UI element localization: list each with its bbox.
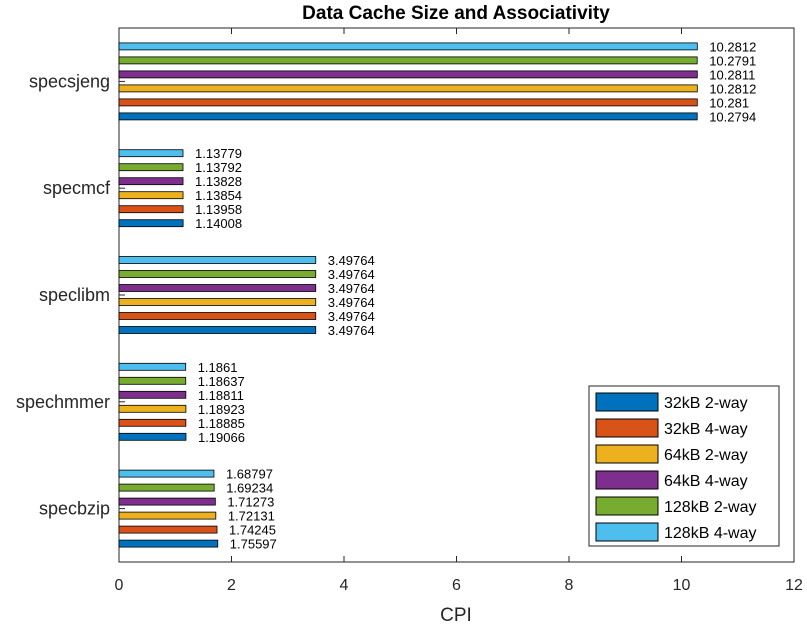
bar-specmcf-128kb-2-way xyxy=(118,163,184,172)
legend-swatch-64kb-2-way xyxy=(595,444,659,464)
bar-specsjeng-64kb-4-way xyxy=(118,70,698,79)
bar-spechmmer-64kb-4-way xyxy=(118,390,187,399)
value-label-specsjeng-64kb-4-way: 10.2811 xyxy=(709,67,755,82)
y-tick-label-specbzip: specbzip xyxy=(39,499,110,519)
y-tick-label-speclibm: speclibm xyxy=(39,285,110,305)
value-label-specmcf-32kb-4-way: 1.13958 xyxy=(195,202,242,217)
bar-specsjeng-128kb-2-way xyxy=(118,56,698,65)
bar-spechmmer-128kb-2-way xyxy=(118,376,187,385)
legend: 32kB 2-way 32kB 4-way 64kB 2-way 64kB 4-way… xyxy=(588,385,780,547)
bar-speclibm-64kb-4-way xyxy=(118,284,317,292)
value-label-specbzip-32kb-2-way: 1.75597 xyxy=(230,537,277,552)
x-tick-label: 6 xyxy=(452,577,461,594)
y-tick-label-spechmmer: spechmmer xyxy=(16,392,110,412)
value-label-specmcf-32kb-2-way: 1.14008 xyxy=(195,216,242,231)
value-label-spechmmer-64kb-4-way: 1.18811 xyxy=(198,388,244,403)
legend-label-128kb-2-way: 128kB 2-way xyxy=(664,499,757,516)
bar-spechmmer-128kb-4-way xyxy=(118,362,187,371)
bar-specsjeng-32kb-4-way xyxy=(118,98,698,107)
legend-swatch-128kb-2-way xyxy=(595,496,659,516)
legend-swatch-32kb-2-way xyxy=(595,392,659,412)
value-label-speclibm-32kb-4-way: 3.49764 xyxy=(328,309,375,324)
value-label-speclibm-64kb-2-way: 3.49764 xyxy=(328,295,375,310)
bar-spechmmer-32kb-4-way xyxy=(118,418,187,427)
value-label-specsjeng-32kb-4-way: 10.281 xyxy=(709,95,749,110)
x-tick-label: 12 xyxy=(785,577,803,594)
value-label-speclibm-128kb-2-way: 3.49764 xyxy=(328,267,375,282)
value-label-specsjeng-64kb-2-way: 10.2812 xyxy=(709,81,756,96)
value-label-specmcf-64kb-4-way: 1.13828 xyxy=(195,174,242,189)
bar-specbzip-128kb-2-way xyxy=(118,483,215,492)
bar-speclibm-64kb-2-way xyxy=(118,298,317,306)
bar-spechmmer-64kb-2-way xyxy=(118,404,187,413)
legend-swatch-64kb-4-way xyxy=(595,470,659,490)
bar-specsjeng-32kb-2-way xyxy=(118,112,698,121)
x-tick-label: 10 xyxy=(673,577,691,594)
value-label-specbzip-64kb-2-way: 1.72131 xyxy=(228,509,275,524)
bar-spechmmer-32kb-2-way xyxy=(118,432,187,441)
legend-box xyxy=(588,385,780,547)
value-label-specbzip-128kb-4-way: 1.68797 xyxy=(226,467,273,482)
axis-ticks: specbzip spechmmer speclibm specmcf specsjen… xyxy=(16,28,803,594)
x-axis-label: CPI xyxy=(440,605,472,626)
value-label-spechmmer-32kb-2-way: 1.19066 xyxy=(198,430,245,445)
bar-specbzip-32kb-2-way xyxy=(118,539,219,548)
value-label-specsjeng-128kb-2-way: 10.2791 xyxy=(709,53,756,68)
bar-specbzip-128kb-4-way xyxy=(118,469,215,478)
bar-specbzip-32kb-4-way xyxy=(118,525,218,534)
value-label-spechmmer-64kb-2-way: 1.18923 xyxy=(198,402,245,417)
legend-label-64kb-2-way: 64kB 2-way xyxy=(664,447,748,464)
x-tick-label: 8 xyxy=(565,577,574,594)
value-label-spechmmer-32kb-4-way: 1.18885 xyxy=(198,416,245,431)
bar-specmcf-64kb-2-way xyxy=(118,191,184,200)
x-tick-label: 2 xyxy=(227,577,236,594)
value-label-specmcf-128kb-2-way: 1.13792 xyxy=(195,160,242,175)
value-label-specmcf-64kb-2-way: 1.13854 xyxy=(195,188,242,203)
value-label-speclibm-128kb-4-way: 3.49764 xyxy=(328,253,375,268)
value-label-speclibm-64kb-4-way: 3.49764 xyxy=(328,281,375,296)
x-tick-label: 4 xyxy=(340,577,349,594)
bar-speclibm-32kb-4-way xyxy=(118,312,317,320)
bar-specsjeng-64kb-2-way xyxy=(118,84,698,93)
bar-specbzip-64kb-4-way xyxy=(118,497,216,506)
bar-specmcf-64kb-4-way xyxy=(118,177,184,186)
value-label-specbzip-64kb-4-way: 1.71273 xyxy=(227,495,274,510)
chart-title: Data Cache Size and Associativity xyxy=(302,3,610,24)
value-label-speclibm-32kb-2-way: 3.49764 xyxy=(328,323,375,338)
bar-specbzip-64kb-2-way xyxy=(118,511,217,520)
legend-swatch-128kb-4-way xyxy=(595,522,659,542)
value-label-specsjeng-128kb-4-way: 10.2812 xyxy=(709,39,756,54)
bar-specmcf-128kb-4-way xyxy=(118,149,184,158)
legend-swatch-32kb-4-way xyxy=(595,418,659,438)
value-label-specbzip-32kb-4-way: 1.74245 xyxy=(229,523,276,538)
legend-label-32kb-2-way: 32kB 2-way xyxy=(664,395,748,412)
bar-speclibm-32kb-2-way xyxy=(118,326,317,334)
x-tick-label: 0 xyxy=(115,577,124,594)
y-tick-label-specsjeng: specsjeng xyxy=(29,71,110,91)
value-label-spechmmer-128kb-2-way: 1.18637 xyxy=(198,374,245,389)
value-label-specsjeng-32kb-2-way: 10.2794 xyxy=(709,109,756,124)
value-label-specbzip-128kb-2-way: 1.69234 xyxy=(226,481,273,496)
bar-speclibm-128kb-4-way xyxy=(118,256,317,264)
legend-label-128kb-4-way: 128kB 4-way xyxy=(664,525,757,542)
value-label-specmcf-128kb-4-way: 1.13779 xyxy=(195,146,242,161)
y-tick-label-specmcf: specmcf xyxy=(43,178,111,198)
value-label-spechmmer-128kb-4-way: 1.1861 xyxy=(198,360,238,375)
legend-label-32kb-4-way: 32kB 4-way xyxy=(664,421,748,438)
legend-label-64kb-4-way: 64kB 4-way xyxy=(664,473,748,490)
bar-specmcf-32kb-2-way xyxy=(118,219,184,228)
bars-group: 1.755971.742451.721311.712731.692341.687… xyxy=(118,39,756,552)
bar-speclibm-128kb-2-way xyxy=(118,270,317,278)
bar-specmcf-32kb-4-way xyxy=(118,205,184,214)
bar-specsjeng-128kb-4-way xyxy=(118,42,698,51)
